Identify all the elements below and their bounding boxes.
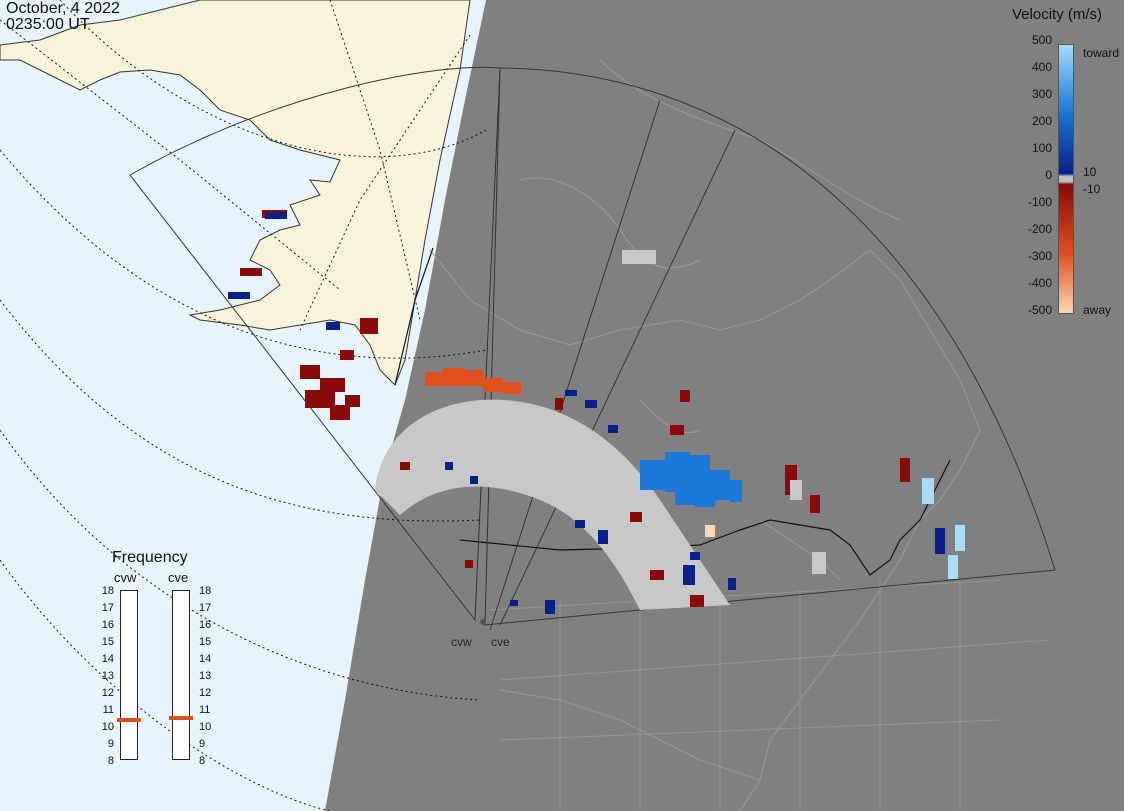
alaska-land xyxy=(0,0,471,386)
frequency-marker-cve xyxy=(169,715,193,720)
site-label-cvw: cvw xyxy=(451,635,472,649)
frequency-tick-left-5: 13 xyxy=(101,670,114,682)
frequency-tick-right-0: 18 xyxy=(199,585,212,597)
latitude-grid xyxy=(0,0,487,811)
velocity-tick-2: 300 xyxy=(1031,87,1052,101)
state-lines xyxy=(489,579,1051,811)
toward-dark-cells xyxy=(228,212,945,614)
frequency-marker-cvw xyxy=(117,717,141,722)
velocity-tick-4: 100 xyxy=(1031,141,1052,155)
alaska-border xyxy=(394,247,434,386)
frequency-tick-left-4: 14 xyxy=(101,653,114,665)
away-light-cells xyxy=(705,525,715,537)
frequency-tick-right-8: 10 xyxy=(199,721,212,733)
velocity-color-scale xyxy=(1058,44,1074,314)
frequency-tick-left-7: 11 xyxy=(102,704,114,716)
velocity-tick-9: -400 xyxy=(1027,276,1052,290)
time-label: 0235:00 UT xyxy=(6,16,90,33)
frequency-tick-right-9: 9 xyxy=(199,738,206,750)
frequency-tick-left-3: 15 xyxy=(101,636,114,648)
velocity-tick-5: 0 xyxy=(1045,168,1052,182)
frequency-tick-left-1: 17 xyxy=(101,602,114,614)
velocity-tick-10: -500 xyxy=(1027,303,1052,317)
away-label: away xyxy=(1083,303,1112,317)
frequency-bar-cvw xyxy=(120,590,138,760)
frequency-bar-cve xyxy=(172,590,190,760)
frequency-tick-right-4: 14 xyxy=(199,653,212,665)
radar-label-cvw: cvw xyxy=(114,570,137,585)
away-mid-cells xyxy=(425,368,521,394)
toward-mid-cells xyxy=(640,452,742,507)
ground-scatter-cells xyxy=(622,250,826,574)
site-label-cve: cve xyxy=(491,635,510,649)
velocity-tick-8: -300 xyxy=(1027,249,1052,263)
ground-scatter-arc xyxy=(375,399,730,610)
velocity-tick-1: 400 xyxy=(1031,60,1052,74)
velocity-inner-tick-minus10: -10 xyxy=(1083,182,1101,196)
frequency-tick-right-5: 13 xyxy=(199,670,212,682)
frequency-tick-left-9: 9 xyxy=(107,738,114,750)
velocity-tick-7: -200 xyxy=(1027,222,1052,236)
velocity-inner-tick-10: 10 xyxy=(1083,165,1097,179)
date-label: October, 4 2022 xyxy=(6,0,120,17)
frequency-tick-left-6: 12 xyxy=(101,687,114,699)
frequency-tick-right-10: 8 xyxy=(199,755,206,767)
radar-label-cve: cve xyxy=(168,570,189,585)
toward-label: toward xyxy=(1083,46,1120,60)
frequency-tick-right-1: 17 xyxy=(199,602,212,614)
velocity-tick-3: 200 xyxy=(1031,114,1052,128)
fov-outlines xyxy=(129,66,1056,631)
velocity-legend-title: Velocity (m/s) xyxy=(1012,6,1103,23)
toward-light-cells xyxy=(922,478,965,579)
velocity-tick-6: -100 xyxy=(1027,195,1052,209)
velocity-tick-0: 500 xyxy=(1031,33,1052,47)
frequency-tick-left-10: 8 xyxy=(107,755,114,767)
frequency-tick-left-2: 16 xyxy=(101,619,114,631)
frequency-tick-right-3: 15 xyxy=(199,636,212,648)
frequency-tick-left-0: 18 xyxy=(101,585,114,597)
radar-site-marker xyxy=(480,619,486,625)
frequency-tick-right-6: 12 xyxy=(199,687,212,699)
frequency-tick-right-2: 16 xyxy=(199,619,212,631)
frequency-tick-left-8: 10 xyxy=(101,721,114,733)
frequency-title: Frequency xyxy=(112,549,188,566)
frequency-tick-right-7: 11 xyxy=(199,704,211,716)
